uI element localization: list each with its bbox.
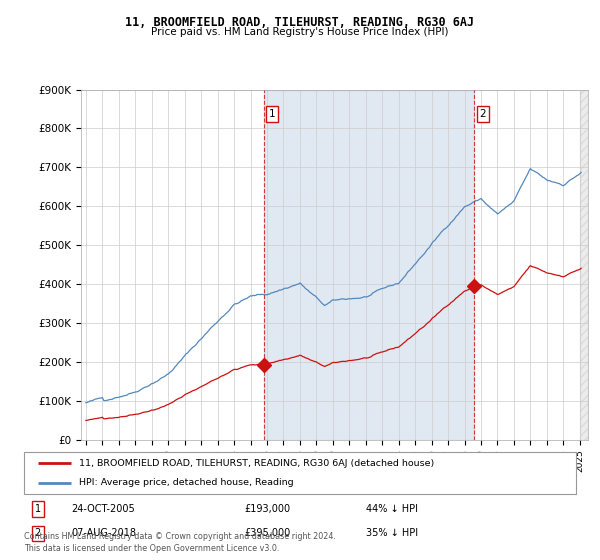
Text: 44% ↓ HPI: 44% ↓ HPI [366, 504, 418, 514]
FancyBboxPatch shape [24, 452, 576, 494]
Text: Contains HM Land Registry data © Crown copyright and database right 2024.
This d: Contains HM Land Registry data © Crown c… [24, 532, 336, 553]
Text: 24-OCT-2005: 24-OCT-2005 [71, 504, 134, 514]
Text: 2: 2 [35, 529, 41, 538]
Text: £193,000: £193,000 [245, 504, 291, 514]
Text: £395,000: £395,000 [245, 529, 291, 538]
Text: 1: 1 [269, 109, 275, 119]
Text: 11, BROOMFIELD ROAD, TILEHURST, READING, RG30 6AJ: 11, BROOMFIELD ROAD, TILEHURST, READING,… [125, 16, 475, 29]
Text: 1: 1 [35, 504, 41, 514]
Text: HPI: Average price, detached house, Reading: HPI: Average price, detached house, Read… [79, 478, 294, 487]
Text: 35% ↓ HPI: 35% ↓ HPI [366, 529, 418, 538]
Text: 2: 2 [479, 109, 486, 119]
Text: Price paid vs. HM Land Registry's House Price Index (HPI): Price paid vs. HM Land Registry's House … [151, 27, 449, 37]
Text: 11, BROOMFIELD ROAD, TILEHURST, READING, RG30 6AJ (detached house): 11, BROOMFIELD ROAD, TILEHURST, READING,… [79, 459, 434, 468]
Text: 07-AUG-2018: 07-AUG-2018 [71, 529, 136, 538]
Bar [580, 90, 588, 440]
Bar [264, 90, 475, 440]
